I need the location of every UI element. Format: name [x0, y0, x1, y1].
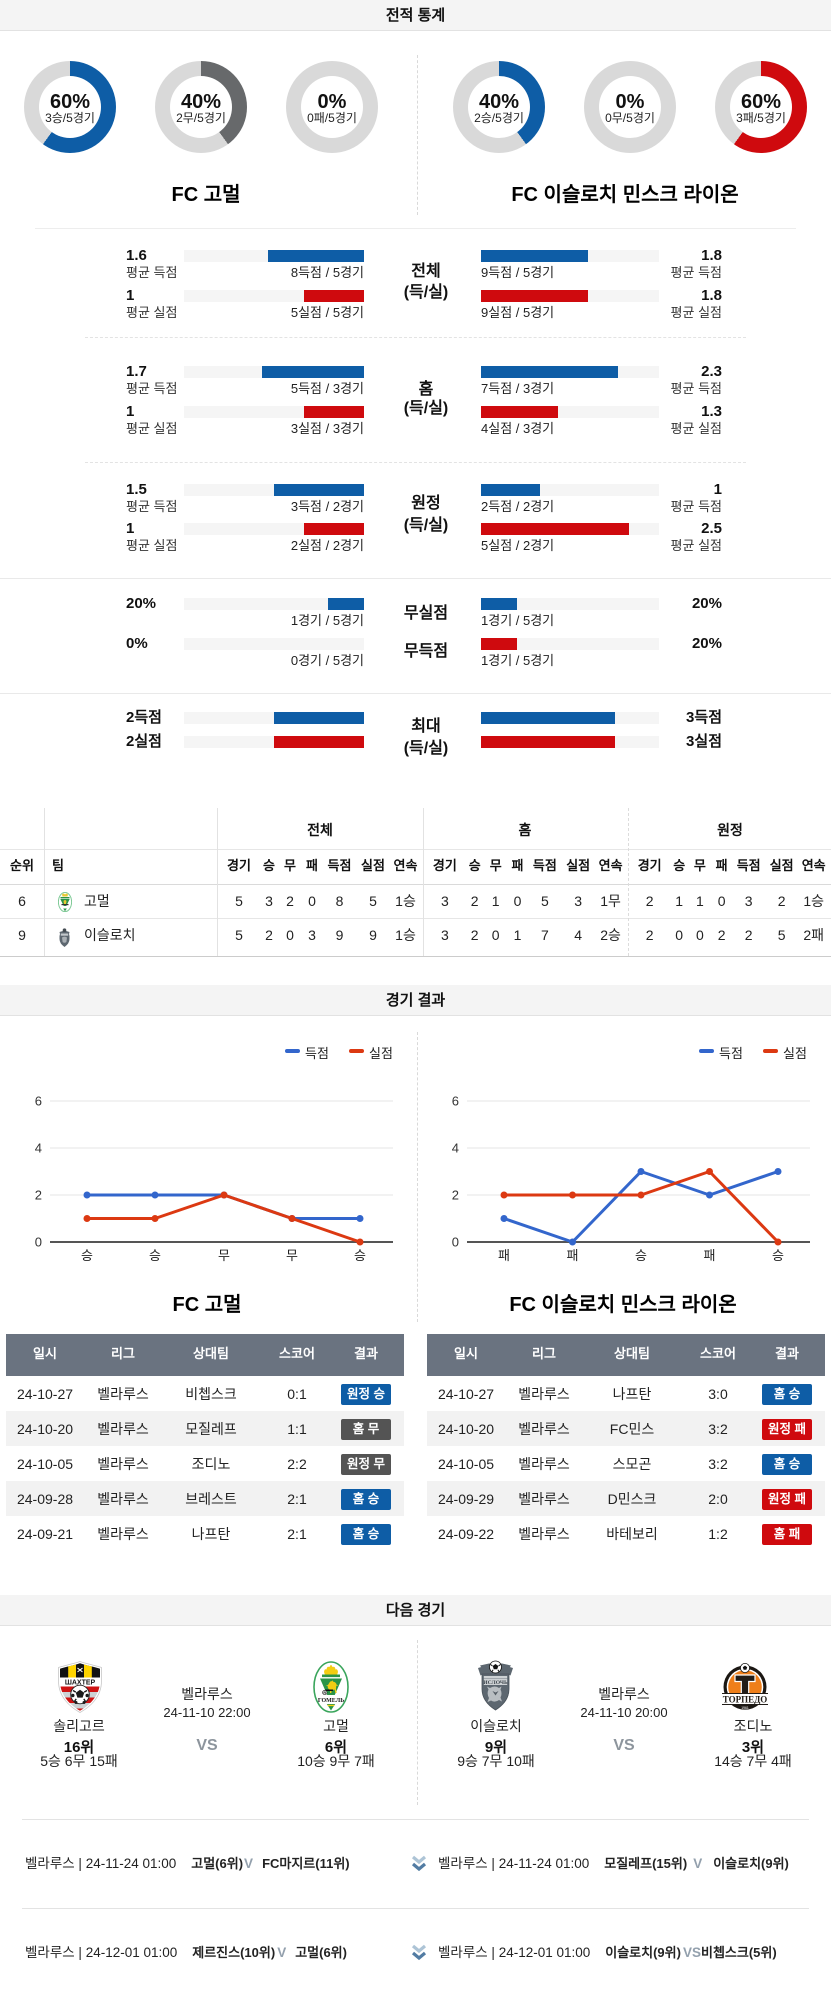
svg-text:득점: 득점 [719, 1046, 743, 1061]
svg-text:6: 6 [35, 1094, 42, 1109]
svg-text:R: R [323, 1691, 326, 1695]
svg-text:무: 무 [218, 1248, 230, 1263]
svg-text:2: 2 [452, 1188, 459, 1203]
svg-text:득점: 득점 [305, 1046, 329, 1061]
svg-text:패: 패 [498, 1248, 510, 1263]
svg-text:ТОРПЕДО: ТОРПЕДО [723, 1695, 768, 1705]
svg-text:4: 4 [35, 1141, 42, 1156]
svg-text:2: 2 [35, 1188, 42, 1203]
svg-text:무: 무 [286, 1248, 298, 1263]
svg-text:승: 승 [149, 1248, 161, 1263]
svg-text:ИСЛОЧЬ: ИСЛОЧЬ [483, 1680, 508, 1686]
svg-text:패: 패 [567, 1248, 579, 1263]
svg-text:ШАХТЕР: ШАХТЕР [65, 1680, 96, 1687]
svg-text:승: 승 [772, 1248, 784, 1263]
svg-text:1961: 1961 [741, 1706, 749, 1710]
svg-text:승: 승 [635, 1248, 647, 1263]
svg-text:0: 0 [35, 1235, 42, 1250]
svg-text:ГОМЕЛЬ: ГОМЕЛЬ [318, 1698, 344, 1704]
svg-text:4: 4 [452, 1141, 459, 1156]
svg-text:0: 0 [452, 1235, 459, 1250]
svg-text:승: 승 [81, 1248, 93, 1263]
svg-text:6: 6 [452, 1094, 459, 1109]
svg-text:승: 승 [354, 1248, 366, 1263]
svg-text:실점: 실점 [783, 1046, 807, 1061]
svg-text:실점: 실점 [369, 1046, 393, 1061]
svg-text:패: 패 [704, 1248, 716, 1263]
